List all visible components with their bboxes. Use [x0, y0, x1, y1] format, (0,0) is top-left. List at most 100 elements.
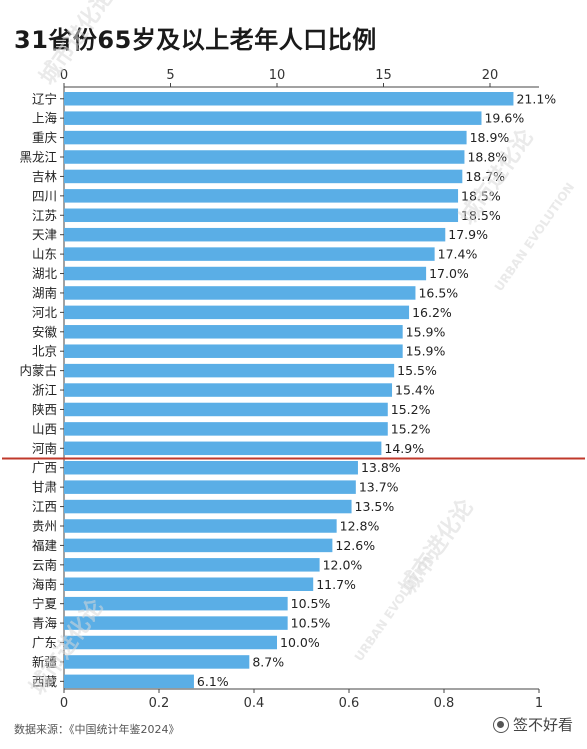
value-label: 17.9% — [448, 227, 488, 242]
y-tick-label: 天津 — [32, 227, 57, 242]
bar-山东 — [64, 247, 435, 261]
value-label: 15.9% — [406, 324, 446, 339]
bar-四川 — [64, 189, 459, 203]
y-tick-label: 辽宁 — [32, 91, 57, 106]
y-tick-label: 贵州 — [32, 518, 57, 533]
value-label: 18.8% — [467, 150, 507, 165]
x-bottom-tick-label: 1 — [535, 696, 543, 711]
bar-湖南 — [64, 286, 416, 300]
bar-江西 — [64, 499, 352, 514]
bar-河北 — [64, 305, 410, 320]
x-bottom-tick-label: 0.6 — [339, 696, 360, 711]
bar-甘肃 — [64, 480, 356, 494]
bar-浙江 — [64, 383, 393, 397]
bar-云南 — [64, 558, 320, 572]
bar-宁夏 — [64, 596, 288, 611]
value-label: 11.7% — [316, 577, 356, 592]
bar-陕西 — [64, 402, 388, 417]
value-label: 10.0% — [280, 635, 320, 650]
y-tick-label: 重庆 — [32, 130, 58, 145]
x-bottom-tick-label: 0.2 — [149, 696, 170, 711]
y-tick-label: 吉林 — [32, 169, 58, 184]
value-label: 17.0% — [429, 266, 469, 281]
x-bottom-tick-label: 0.4 — [244, 696, 265, 711]
y-tick-label: 河南 — [32, 441, 57, 456]
bar-江苏 — [64, 208, 459, 223]
bar-内蒙古 — [64, 363, 395, 378]
bar-广东 — [64, 635, 278, 650]
bar-安徽 — [64, 325, 403, 339]
bar-北京 — [64, 344, 403, 358]
bar-新疆 — [64, 655, 250, 669]
bar-海南 — [64, 577, 314, 591]
y-tick-label: 四川 — [32, 188, 57, 203]
y-tick-label: 云南 — [32, 557, 57, 572]
x-bottom-tick-label: 0.8 — [434, 696, 455, 711]
y-tick-label: 江苏 — [32, 208, 57, 223]
value-label: 21.1% — [516, 91, 556, 106]
value-label: 18.5% — [461, 188, 501, 203]
y-tick-label: 山西 — [32, 421, 57, 436]
x-bottom-tick-label: 0 — [60, 696, 68, 711]
value-label: 18.7% — [465, 169, 505, 184]
bar-山西 — [64, 422, 388, 436]
y-tick-label: 福建 — [32, 538, 58, 553]
value-label: 17.4% — [438, 247, 478, 262]
x-top-tick-label: 5 — [166, 68, 174, 83]
value-label: 13.5% — [355, 499, 395, 514]
y-tick-label: 广西 — [32, 460, 57, 475]
y-tick-label: 山东 — [32, 247, 57, 262]
y-tick-label: 新疆 — [32, 654, 57, 669]
value-label: 15.9% — [406, 344, 446, 359]
x-top-tick-label: 15 — [375, 68, 392, 83]
value-label: 16.5% — [418, 285, 458, 300]
value-label: 10.5% — [291, 596, 331, 611]
y-tick-label: 黑龙江 — [19, 150, 57, 165]
bar-西藏 — [64, 674, 194, 689]
value-label: 10.5% — [291, 616, 331, 631]
y-tick-label: 内蒙古 — [19, 363, 57, 378]
value-label: 13.7% — [359, 480, 399, 495]
y-tick-label: 浙江 — [32, 383, 57, 398]
value-label: 16.2% — [412, 305, 452, 320]
value-label: 15.5% — [397, 363, 437, 378]
value-label: 15.2% — [391, 402, 431, 417]
y-tick-label: 北京 — [32, 344, 57, 359]
y-tick-label: 甘肃 — [32, 480, 57, 495]
y-tick-label: 江西 — [32, 499, 57, 514]
y-tick-label: 青海 — [32, 616, 58, 631]
brand-logo-icon — [492, 716, 509, 733]
value-label: 12.8% — [340, 518, 380, 533]
brand-badge[interactable]: 签不好看 — [492, 714, 573, 735]
value-label: 18.5% — [461, 208, 501, 223]
x-top-tick-label: 20 — [482, 68, 499, 83]
value-label: 12.0% — [323, 557, 363, 572]
bar-贵州 — [64, 519, 337, 533]
data-source-note: 数据来源：《中国统计年鉴2024》 — [14, 723, 180, 736]
bar-上海 — [64, 111, 482, 125]
bar-青海 — [64, 616, 288, 630]
bar-湖北 — [64, 266, 427, 281]
bar-福建 — [64, 538, 333, 553]
value-label: 15.4% — [395, 383, 435, 398]
bar-黑龙江 — [64, 150, 465, 164]
bar-辽宁 — [64, 92, 514, 106]
value-label: 6.1% — [197, 674, 229, 689]
value-label: 13.8% — [361, 460, 401, 475]
value-label: 19.6% — [484, 111, 524, 126]
bar-天津 — [64, 227, 446, 242]
value-label: 12.6% — [335, 538, 375, 553]
value-label: 14.9% — [384, 441, 424, 456]
x-top-tick-label: 0 — [60, 68, 68, 83]
brand-name: 签不好看 — [512, 716, 573, 734]
y-tick-label: 湖南 — [32, 285, 57, 300]
y-tick-label: 安徽 — [32, 324, 58, 339]
chart-title: 31省份65岁及以上老年人口比例 — [14, 26, 377, 54]
value-label: 8.7% — [252, 654, 284, 669]
bar-河南 — [64, 441, 382, 456]
y-tick-label: 河北 — [32, 305, 58, 320]
x-top-tick-label: 10 — [269, 68, 286, 83]
y-tick-label: 西藏 — [32, 674, 58, 689]
bar-重庆 — [64, 130, 467, 145]
